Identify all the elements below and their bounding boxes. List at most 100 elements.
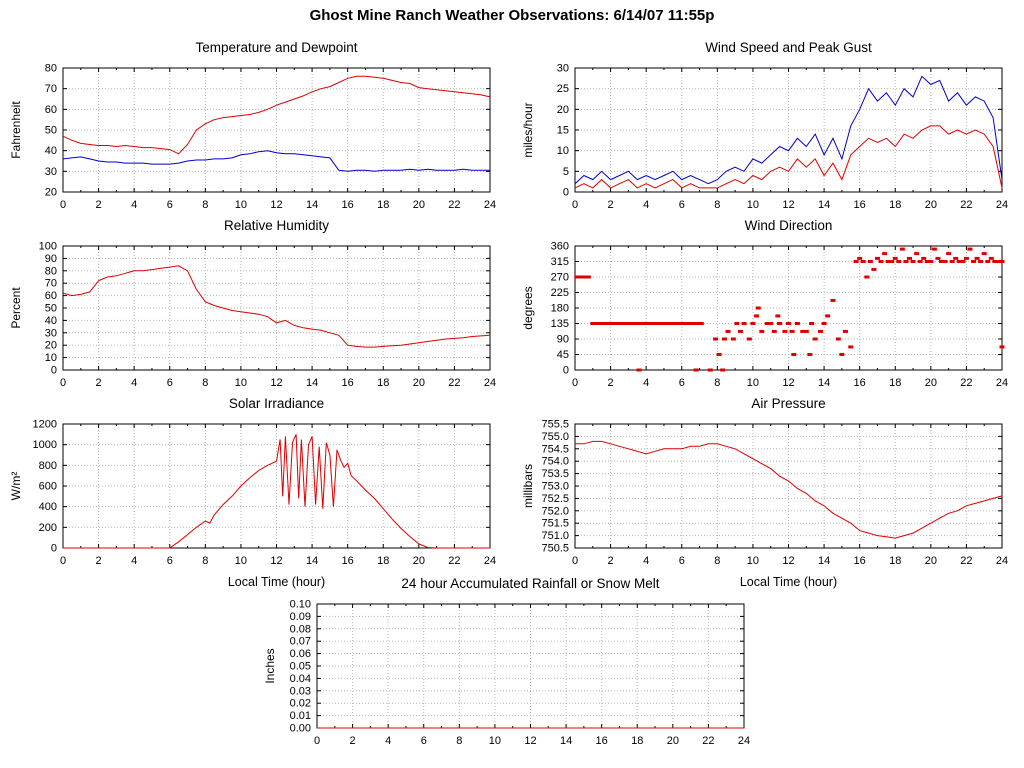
svg-text:0.10: 0.10 — [290, 599, 311, 611]
svg-text:10: 10 — [747, 555, 759, 567]
svg-text:16: 16 — [596, 735, 608, 747]
svg-text:18: 18 — [377, 377, 389, 389]
svg-text:18: 18 — [889, 555, 901, 567]
svg-text:30: 30 — [45, 327, 57, 339]
svg-text:10: 10 — [235, 377, 247, 389]
svg-text:0: 0 — [51, 543, 57, 555]
svg-text:360: 360 — [551, 241, 569, 253]
svg-text:16: 16 — [854, 377, 866, 389]
svg-text:2: 2 — [608, 555, 614, 567]
svg-text:Solar Irradiance: Solar Irradiance — [229, 396, 324, 411]
svg-text:600: 600 — [39, 481, 57, 493]
svg-text:30: 30 — [557, 63, 569, 75]
svg-text:22: 22 — [448, 199, 460, 211]
chart-relative-humidity: 0 2 4 6 8 10 12 14 16 18 20 22 24 0 10 20 30 40 50 60 70 80 90… — [8, 214, 508, 397]
svg-text:24 hour Accumulated Rainfall o: 24 hour Accumulated Rainfall or Snow Mel… — [401, 576, 659, 591]
svg-text:12: 12 — [524, 735, 536, 747]
svg-text:18: 18 — [889, 377, 901, 389]
svg-text:8: 8 — [714, 377, 720, 389]
svg-text:16: 16 — [342, 555, 354, 567]
svg-text:14: 14 — [818, 377, 830, 389]
svg-text:Local Time (hour): Local Time (hour) — [740, 575, 837, 589]
svg-text:12: 12 — [270, 199, 282, 211]
chart-wind-direction: 0 2 4 6 8 10 12 14 16 18 20 22 24 0 45 90 135 180 225 270 31… — [520, 214, 1020, 397]
svg-text:10: 10 — [747, 199, 759, 211]
svg-text:14: 14 — [306, 377, 318, 389]
svg-text:6: 6 — [421, 735, 427, 747]
svg-text:20: 20 — [557, 104, 569, 116]
svg-text:100: 100 — [39, 241, 57, 253]
svg-text:Percent: Percent — [9, 287, 23, 329]
svg-text:4: 4 — [385, 735, 391, 747]
svg-text:2: 2 — [608, 377, 614, 389]
svg-text:4: 4 — [131, 377, 137, 389]
svg-text:0: 0 — [314, 735, 320, 747]
svg-text:751.5: 751.5 — [541, 518, 569, 530]
svg-text:400: 400 — [39, 501, 57, 513]
chart-temperature-dewpoint: 0 2 4 6 8 10 12 14 16 18 20 22 24 20 30 40 50 60 70 80 Tempe… — [8, 36, 508, 219]
svg-text:Inches: Inches — [263, 648, 277, 683]
svg-text:1200: 1200 — [33, 419, 57, 431]
svg-text:800: 800 — [39, 460, 57, 472]
svg-text:millibars: millibars — [521, 464, 535, 508]
svg-text:16: 16 — [854, 555, 866, 567]
svg-text:14: 14 — [560, 735, 572, 747]
svg-text:70: 70 — [45, 278, 57, 290]
svg-text:16: 16 — [342, 199, 354, 211]
svg-text:70: 70 — [45, 83, 57, 95]
svg-text:14: 14 — [818, 199, 830, 211]
svg-text:12: 12 — [782, 555, 794, 567]
svg-text:0.07: 0.07 — [290, 636, 311, 648]
svg-text:8: 8 — [202, 377, 208, 389]
svg-text:755.5: 755.5 — [541, 419, 569, 431]
svg-text:10: 10 — [235, 199, 247, 211]
chart-air-pressure: 0 2 4 6 8 10 12 14 16 18 20 22 24 750.5 751.0 751.5 752.… — [520, 392, 1020, 595]
svg-text:752.0: 752.0 — [541, 505, 569, 517]
svg-text:8: 8 — [202, 199, 208, 211]
svg-text:45: 45 — [557, 349, 569, 361]
svg-text:8: 8 — [456, 735, 462, 747]
svg-text:16: 16 — [854, 199, 866, 211]
svg-text:24: 24 — [484, 555, 496, 567]
svg-text:0: 0 — [51, 365, 57, 377]
svg-text:5: 5 — [563, 166, 569, 178]
svg-text:24: 24 — [996, 555, 1008, 567]
svg-text:20: 20 — [925, 377, 937, 389]
svg-text:10: 10 — [235, 555, 247, 567]
svg-text:22: 22 — [960, 377, 972, 389]
svg-text:15: 15 — [557, 125, 569, 137]
svg-text:0: 0 — [572, 377, 578, 389]
svg-text:0.04: 0.04 — [290, 673, 311, 685]
svg-text:Temperature and Dewpoint: Temperature and Dewpoint — [195, 40, 357, 55]
svg-text:Local Time (hour): Local Time (hour) — [228, 575, 325, 589]
svg-text:22: 22 — [448, 377, 460, 389]
svg-text:4: 4 — [643, 555, 649, 567]
svg-text:0: 0 — [60, 199, 66, 211]
svg-text:315: 315 — [551, 256, 569, 268]
svg-text:270: 270 — [551, 272, 569, 284]
svg-text:18: 18 — [377, 199, 389, 211]
svg-text:6: 6 — [679, 555, 685, 567]
svg-text:20: 20 — [925, 555, 937, 567]
svg-text:4: 4 — [643, 199, 649, 211]
svg-text:Air Pressure: Air Pressure — [751, 396, 825, 411]
svg-text:0.02: 0.02 — [290, 698, 311, 710]
svg-text:2: 2 — [96, 199, 102, 211]
svg-text:0: 0 — [572, 199, 578, 211]
svg-text:754.5: 754.5 — [541, 443, 569, 455]
svg-text:180: 180 — [551, 303, 569, 315]
svg-text:degrees: degrees — [521, 286, 535, 329]
svg-text:6: 6 — [167, 555, 173, 567]
svg-text:50: 50 — [45, 125, 57, 137]
svg-text:0: 0 — [563, 365, 569, 377]
svg-text:0.01: 0.01 — [290, 710, 311, 722]
svg-text:0: 0 — [572, 555, 578, 567]
svg-text:24: 24 — [738, 735, 750, 747]
svg-text:18: 18 — [377, 555, 389, 567]
svg-text:2: 2 — [608, 199, 614, 211]
svg-text:12: 12 — [270, 377, 282, 389]
svg-text:755.0: 755.0 — [541, 431, 569, 443]
svg-text:6: 6 — [679, 199, 685, 211]
svg-text:6: 6 — [167, 377, 173, 389]
svg-text:0.00: 0.00 — [290, 723, 311, 735]
